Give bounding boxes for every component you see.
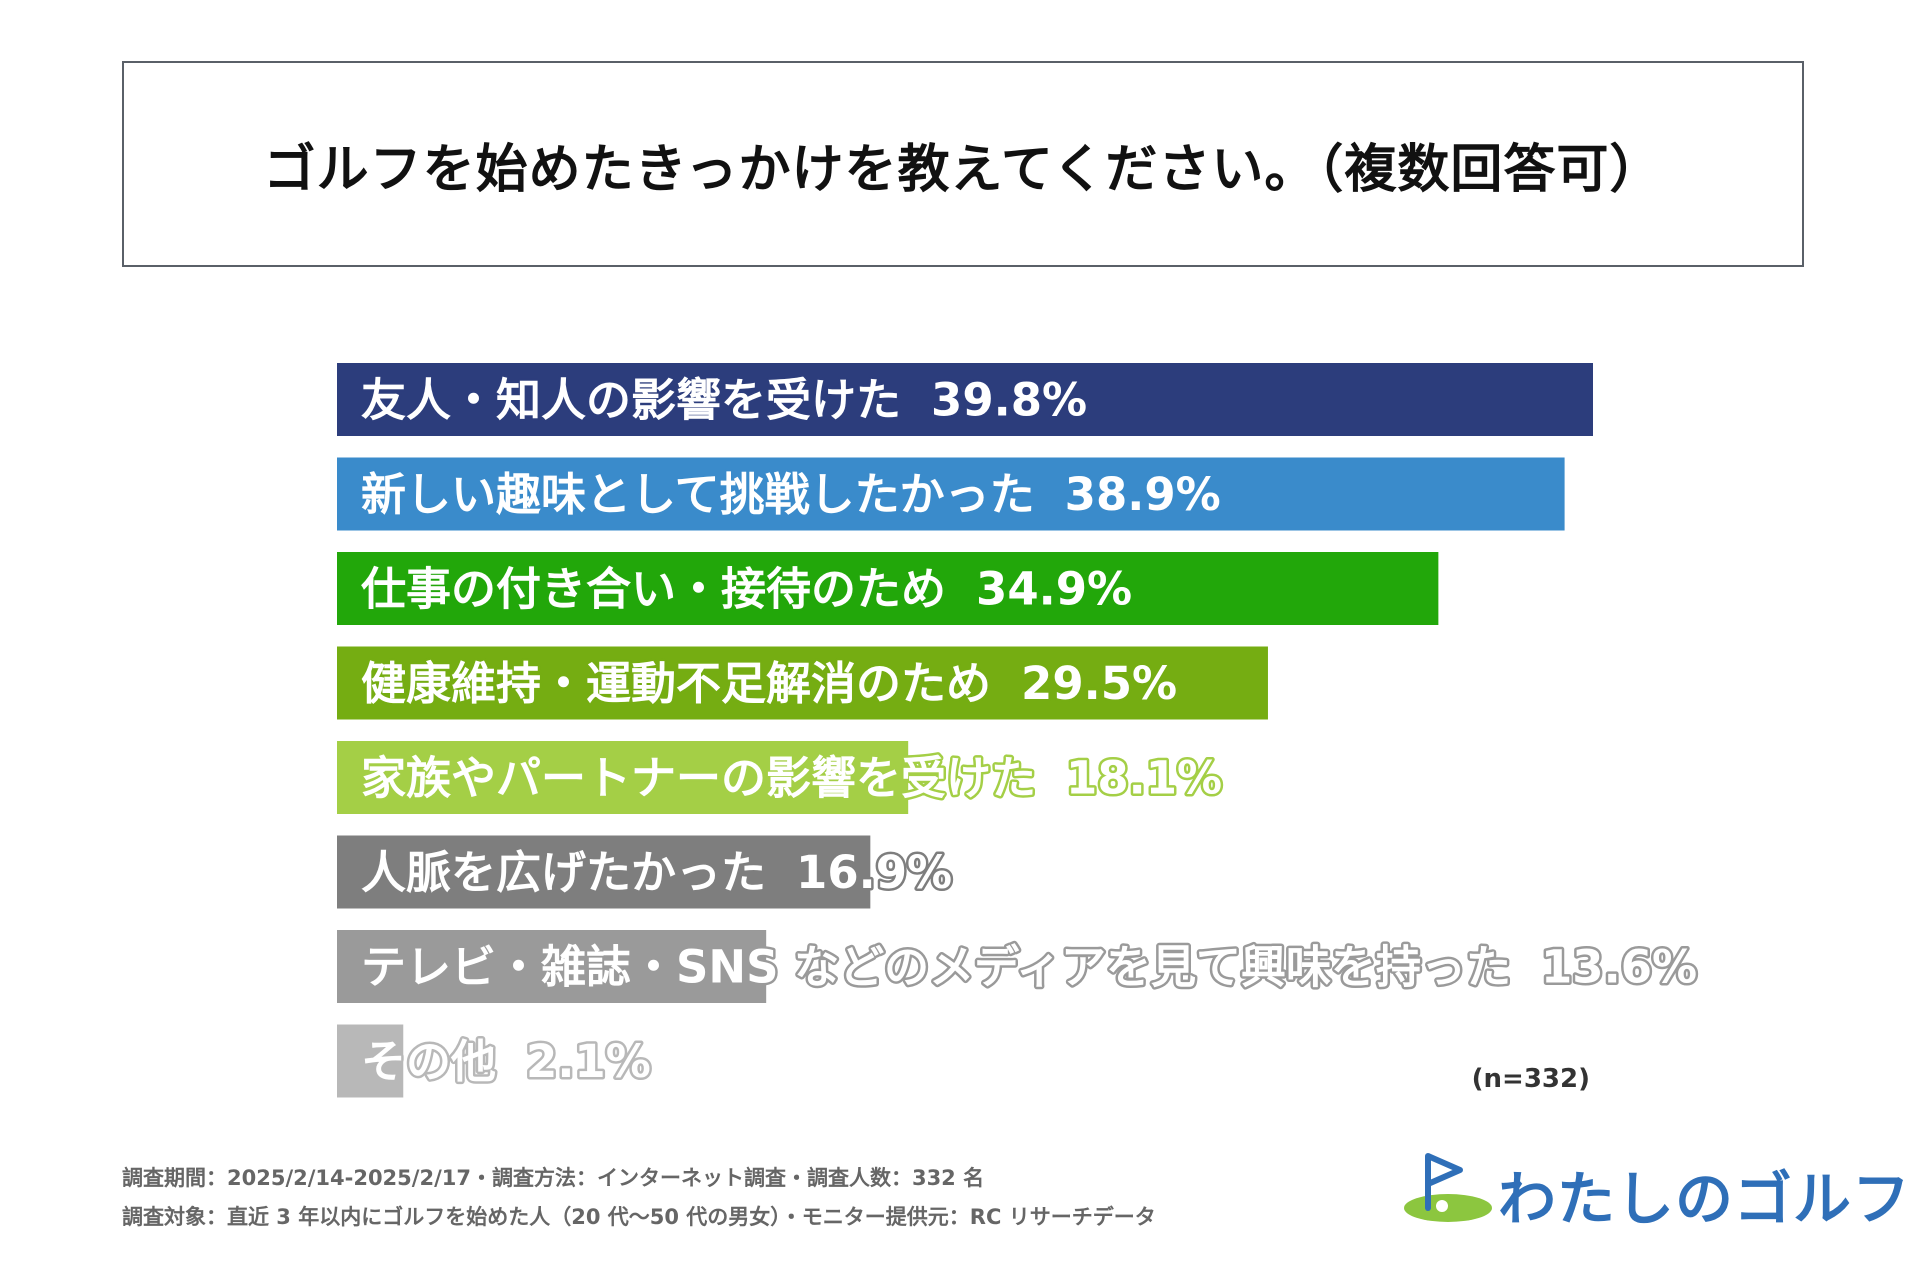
value-label: 34.9% bbox=[976, 563, 1132, 616]
bar-1 bbox=[337, 363, 1593, 436]
bar-2 bbox=[337, 457, 1565, 531]
bar-label-3: 仕事の付き合い・接待のため 34.9% bbox=[361, 563, 1132, 616]
bar-label-1: 友人・知人の影響を受けた 39.8% bbox=[361, 374, 1087, 427]
logo-text: わたしのゴルフ bbox=[1498, 1165, 1912, 1233]
category-label: 仕事の付き合い・接待のため bbox=[361, 563, 946, 616]
value-label: 38.9% bbox=[1065, 468, 1221, 521]
logo-green-shape bbox=[1404, 1194, 1492, 1222]
page-title: ゴルフを始めたきっかけを教えてください。（複数回答可） bbox=[263, 139, 1663, 200]
bar-4 bbox=[337, 646, 1268, 720]
logo: わたしのゴルフ bbox=[1402, 1148, 1910, 1233]
category-label: テレビ・雑誌・SNS などのメディアを見て興味を持った bbox=[361, 941, 1511, 994]
logo-ball bbox=[1436, 1200, 1448, 1212]
bar-label-5: 家族やパートナーの影響を受けた 18.1% bbox=[361, 752, 1222, 805]
value-label: 39.8% bbox=[931, 374, 1087, 427]
bar-label-4: 健康維持・運動不足解消のため 29.5% bbox=[361, 657, 1177, 710]
category-label: その他 bbox=[361, 1035, 496, 1088]
bar-8 bbox=[337, 1024, 404, 1098]
value-label: 29.5% bbox=[1021, 657, 1177, 710]
value-label: 13.6% bbox=[1541, 941, 1697, 994]
category-label: 人脈を広げたかった bbox=[361, 846, 766, 899]
bar-label-6: 人脈を広げたかった 16.9% bbox=[361, 846, 952, 899]
golf-flag-icon bbox=[1404, 1153, 1492, 1222]
category-label: 健康維持・運動不足解消のため bbox=[361, 657, 991, 710]
bar-label-2: 新しい趣味として挑戦したかった 38.9% bbox=[361, 468, 1221, 521]
bar-5 bbox=[337, 741, 909, 814]
survey-info-line-2: 調査対象：直近 3 年以内にゴルフを始めた人（20 代〜50 代の男女）・モニタ… bbox=[122, 1205, 1156, 1229]
bar-label-8: その他 2.1% bbox=[361, 1035, 651, 1088]
value-label: 2.1% bbox=[526, 1035, 651, 1088]
category-label: 新しい趣味として挑戦したかった bbox=[361, 468, 1035, 521]
survey-info-line-1: 調査期間：2025/2/14-2025/2/17・調査方法：インターネット調査・… bbox=[122, 1166, 985, 1190]
bar-7 bbox=[337, 930, 767, 1003]
category-label: 家族やパートナーの影響を受けた bbox=[361, 752, 1036, 805]
value-label: 18.1% bbox=[1066, 752, 1222, 805]
bar-3 bbox=[337, 552, 1439, 625]
bar-label-7: テレビ・雑誌・SNS などのメディアを見て興味を持った 13.6% bbox=[361, 941, 1697, 994]
title-box: ゴルフを始めたきっかけを教えてください。（複数回答可） bbox=[122, 61, 1804, 267]
value-label: 16.9% bbox=[796, 846, 952, 899]
sample-size-note: (n=332) bbox=[1471, 1064, 1590, 1094]
bar-6 bbox=[337, 835, 871, 909]
logo-flag bbox=[1426, 1153, 1463, 1187]
category-label: 友人・知人の影響を受けた bbox=[361, 374, 901, 427]
